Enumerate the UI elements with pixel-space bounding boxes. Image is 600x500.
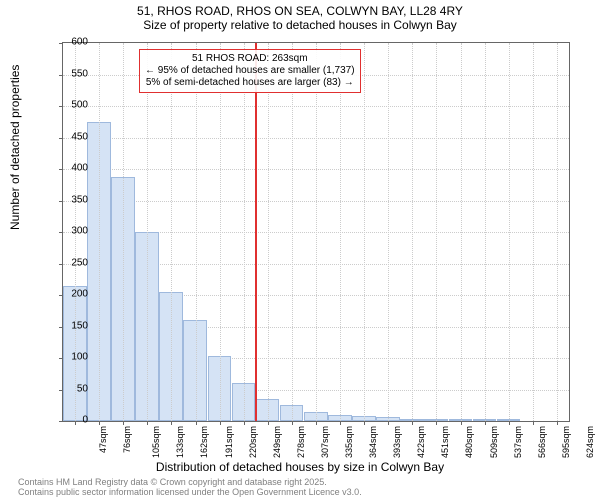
x-tick-mark [99,421,100,425]
x-tick-mark [292,421,293,425]
gridline-v [220,43,221,421]
x-tick-label: 76sqm [122,426,132,453]
x-tick-mark [268,421,269,425]
x-tick-label: 566sqm [537,426,547,458]
gridline-v [147,43,148,421]
gridline-v [99,43,100,421]
footer-line2: Contains public sector information licen… [18,488,362,498]
gridline-v [412,43,413,421]
y-tick-label: 50 [48,383,88,394]
x-tick-label: 133sqm [175,426,185,458]
gridline-v [436,43,437,421]
x-tick-label: 422sqm [416,426,426,458]
y-tick-label: 250 [48,257,88,268]
x-tick-mark [123,421,124,425]
gridline-v [268,43,269,421]
x-tick-label: 595sqm [561,426,571,458]
gridline-v [244,43,245,421]
y-tick-label: 350 [48,194,88,205]
gridline-v [123,43,124,421]
x-tick-label: 105sqm [151,426,161,458]
x-tick-mark [485,421,486,425]
x-tick-mark [436,421,437,425]
x-tick-mark [557,421,558,425]
annotation-box: 51 RHOS ROAD: 263sqm← 95% of detached ho… [139,49,361,93]
y-tick-label: 200 [48,289,88,300]
x-tick-label: 624sqm [585,426,595,458]
x-tick-label: 220sqm [248,426,258,458]
x-tick-label: 480sqm [465,426,475,458]
gridline-v [509,43,510,421]
gridline-v [292,43,293,421]
x-tick-mark [220,421,221,425]
annotation-line1: 51 RHOS ROAD: 263sqm [145,53,355,65]
chart-plot-area: 51 RHOS ROAD: 263sqm← 95% of detached ho… [62,42,570,422]
x-tick-label: 278sqm [296,426,306,458]
annotation-line3: 5% of semi-detached houses are larger (8… [145,77,355,89]
gridline-v [316,43,317,421]
x-tick-label: 191sqm [224,426,234,458]
x-tick-mark [196,421,197,425]
reference-line [255,43,257,421]
x-tick-label: 393sqm [392,426,402,458]
y-tick-label: 450 [48,131,88,142]
x-tick-mark [461,421,462,425]
gridline-v [340,43,341,421]
x-tick-label: 47sqm [98,426,108,453]
x-tick-label: 162sqm [199,426,209,458]
x-tick-mark [244,421,245,425]
footer-attribution: Contains HM Land Registry data © Crown c… [18,478,362,498]
title-line2: Size of property relative to detached ho… [0,18,600,32]
gridline-v [388,43,389,421]
y-tick-label: 600 [48,37,88,48]
x-tick-mark [147,421,148,425]
gridline-v [171,43,172,421]
x-tick-mark [412,421,413,425]
x-axis-label: Distribution of detached houses by size … [0,460,600,474]
gridline-v [196,43,197,421]
y-tick-label: 300 [48,226,88,237]
chart-title: 51, RHOS ROAD, RHOS ON SEA, COLWYN BAY, … [0,0,600,33]
y-axis-label: Number of detached properties [8,65,22,230]
x-tick-label: 537sqm [513,426,523,458]
y-tick-label: 150 [48,320,88,331]
x-tick-label: 451sqm [440,426,450,458]
x-tick-mark [364,421,365,425]
x-tick-mark [316,421,317,425]
x-tick-mark [340,421,341,425]
x-tick-label: 335sqm [344,426,354,458]
x-tick-label: 249sqm [272,426,282,458]
x-tick-mark [388,421,389,425]
gridline-v [557,43,558,421]
y-tick-label: 100 [48,352,88,363]
x-tick-mark [533,421,534,425]
y-tick-label: 0 [48,415,88,426]
gridline-v [364,43,365,421]
x-tick-label: 364sqm [368,426,378,458]
annotation-line2: ← 95% of detached houses are smaller (1,… [145,65,355,77]
gridline-v [485,43,486,421]
x-tick-mark [509,421,510,425]
x-tick-label: 307sqm [320,426,330,458]
x-tick-label: 509sqm [489,426,499,458]
gridline-v [533,43,534,421]
y-tick-label: 500 [48,100,88,111]
x-tick-mark [171,421,172,425]
gridline-v [461,43,462,421]
y-tick-label: 400 [48,163,88,174]
y-tick-label: 550 [48,68,88,79]
title-line1: 51, RHOS ROAD, RHOS ON SEA, COLWYN BAY, … [0,4,600,18]
